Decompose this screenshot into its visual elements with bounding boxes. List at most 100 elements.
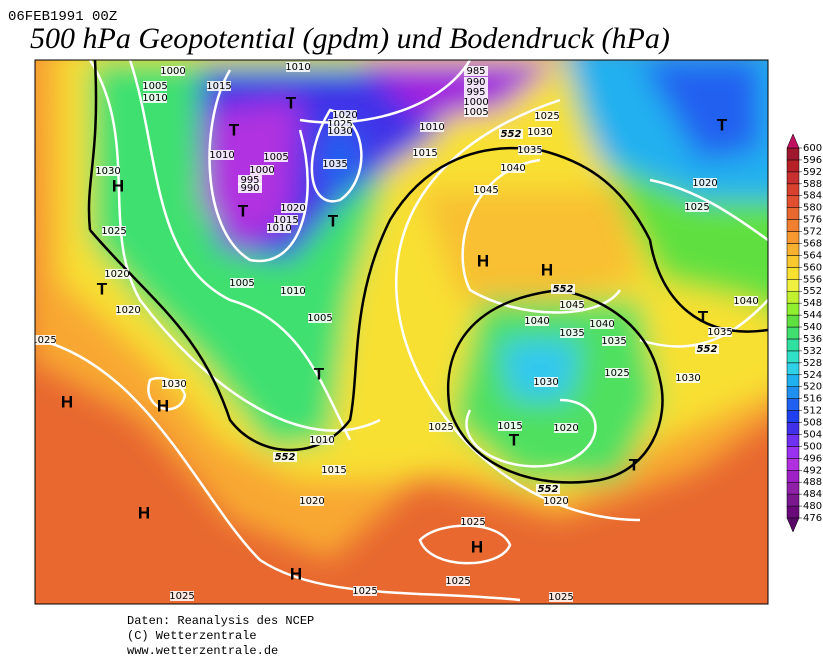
footer-line: www.wetterzentrale.de [127,644,278,656]
colorbar-label: 556 [803,274,822,285]
isobar-label: 1030 [533,377,558,388]
colorbar-band [786,374,800,387]
label-background [230,278,254,288]
isobar-label: 1030 [527,127,552,138]
isobar-label: 1035 [559,328,584,339]
label-background [286,62,310,72]
label-background [549,592,573,602]
isobar-label: 1015 [497,421,522,432]
low-marker: T [286,93,297,112]
label-background [328,119,352,129]
colorbar-band [786,350,800,364]
label-background [544,496,568,506]
high-marker: H [541,260,553,279]
colorbar-band [786,195,800,208]
colorbar-label: 528 [803,358,822,369]
isobar-label: 1045 [559,300,584,311]
label-background [310,435,334,445]
label-background [525,316,549,326]
isobar-label: 1025 [604,368,629,379]
colorbar-label: 572 [803,227,822,238]
colorbar-band [786,183,800,196]
label-background [420,122,444,132]
isobar-label: 1040 [500,163,525,174]
colorbar-label: 592 [803,167,822,178]
isobar-label: 1020 [553,423,578,434]
colorbar-band [786,290,800,304]
high-marker: H [471,537,483,556]
isobar-label: 995 [466,87,485,98]
label-background [322,465,346,475]
isobar-label: 1040 [524,316,549,327]
isobar-label: 1020 [299,496,324,507]
label-background [464,107,488,117]
label-background [498,421,522,431]
isobar-label: 1030 [95,166,120,177]
isobar-label: 1020 [115,305,140,316]
colorbar-band [786,338,800,352]
label-background [308,313,332,323]
title: 500 hPa Geopotential (gpdm) und Bodendru… [30,22,670,55]
colorbar-band [786,255,800,268]
isobar-label: 1000 [160,66,185,77]
label-background [474,185,498,195]
label-background [534,377,558,387]
colorbar-band [786,302,800,316]
colorbar-label: 532 [803,346,822,357]
low-marker: T [314,364,325,383]
label-background [464,77,488,87]
label-background [281,286,305,296]
label-background [264,152,288,162]
colorbar-band [786,470,800,483]
isobar-label: 1025 [327,119,352,130]
label-background [499,129,523,139]
isobar-label: 1020 [280,203,305,214]
label-background [323,159,347,169]
isobar-label: 1020 [543,496,568,507]
label-background [250,165,274,175]
isobar-label: 1025 [169,591,194,602]
label-background [551,284,575,294]
colorbar-label: 596 [803,155,822,166]
colorbar: 4764804844884924965005045085125165205245… [786,133,822,533]
isobar-label: 1010 [309,435,334,446]
colorbar-band [786,481,800,495]
colorbar-label: 516 [803,394,822,405]
colorbar-band [786,410,800,423]
isobar-label: 1020 [104,269,129,280]
label-background [560,328,584,338]
colorbar-band [786,147,800,161]
isobar-label: 1040 [733,296,758,307]
low-marker: T [238,201,249,220]
label-background [693,178,717,188]
isobar-label: 1000 [249,165,274,176]
label-background [605,368,629,378]
isobar-label: 1010 [285,62,310,73]
colorbar-label: 488 [803,477,822,488]
isobar-label: 1010 [280,286,305,297]
label-background [238,183,262,193]
colorbar-label: 588 [803,179,822,190]
label-background [501,163,525,173]
colorbar-label: 548 [803,298,822,309]
isobar-label: 1005 [142,81,167,92]
label-background [96,166,120,176]
colorbar-band [786,326,800,340]
label-background [238,175,262,185]
low-marker: T [229,120,240,139]
label-background [461,517,485,527]
label-background [102,226,126,236]
colorbar-band [786,243,800,256]
colorbar-label: 512 [803,406,822,417]
colorbar-band [786,386,800,399]
label-background [413,148,437,158]
label-background [300,496,324,506]
label-background [353,586,377,596]
isobar-label: 1030 [161,379,186,390]
isobar-label: 1005 [463,107,488,118]
colorbar-band [786,219,800,232]
label-background [536,484,560,494]
contour-label: 552 [697,344,718,355]
